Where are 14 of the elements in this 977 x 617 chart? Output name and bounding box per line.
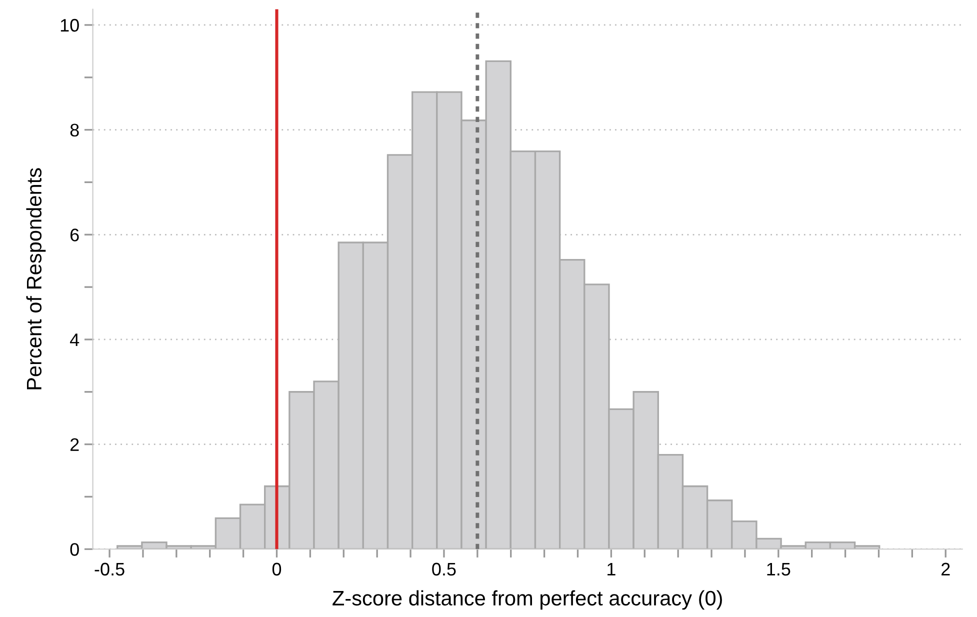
x-tick-label: 2 xyxy=(942,562,950,576)
y-tick-label: 0 xyxy=(70,543,79,556)
y-tick-label: 2 xyxy=(70,438,79,451)
x-tick-label: 0.5 xyxy=(432,562,456,576)
x-tick-label: 1.5 xyxy=(767,562,790,576)
x-tick-label: 0 xyxy=(272,562,282,576)
x-tick-label: -0.5 xyxy=(94,562,124,576)
x-axis-title: Z-score distance from perfect accuracy (0) xyxy=(332,590,722,610)
x-tick-label: 1 xyxy=(608,562,616,576)
y-tick-label: 10 xyxy=(60,18,79,32)
y-tick-label: 4 xyxy=(70,334,80,346)
y-axis-title: Percent of Respondents xyxy=(26,168,46,390)
y-tick-label: 8 xyxy=(70,124,79,137)
y-tick-label: 6 xyxy=(70,228,79,242)
